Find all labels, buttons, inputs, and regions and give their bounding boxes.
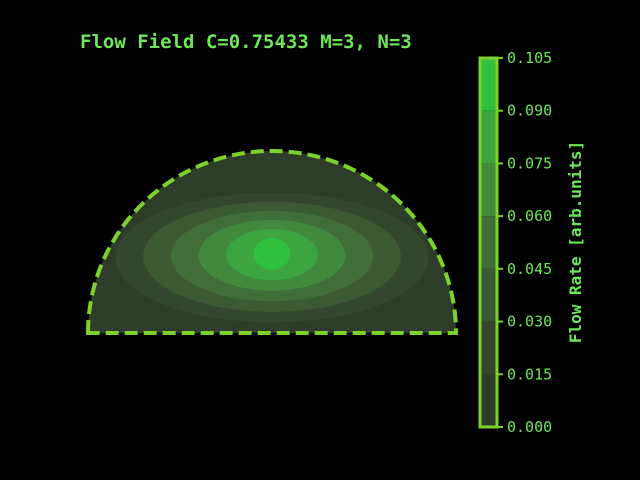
chart-title: Flow Field C=0.75433 M=3, N=3 — [80, 31, 412, 53]
colorbar-tick-label: 0.015 — [507, 365, 552, 383]
domain-boundary — [85, 149, 459, 335]
flow-field-contours — [88, 151, 456, 333]
colorbar — [478, 56, 499, 429]
colorbar-tick-label: 0.030 — [507, 313, 552, 331]
colorbar-segment — [480, 321, 497, 375]
colorbar-ticks: 0.000 0.015 0.030 0.045 0.060 0.075 0.090 0.105 — [497, 49, 552, 436]
colorbar-segment — [480, 268, 497, 322]
colorbar-tick-label: 0.045 — [507, 260, 552, 278]
colorbar-label: Flow Rate [arb.units] — [566, 141, 585, 343]
colorbar-frame — [478, 56, 499, 429]
colorbar-tick-label: 0.060 — [507, 207, 552, 225]
colorbar-tick-label: 0.105 — [507, 49, 552, 67]
colorbar-segment — [480, 163, 497, 217]
colorbar-segment — [480, 110, 497, 164]
colorbar-tick-label: 0.090 — [507, 102, 552, 120]
colorbar-segment — [480, 58, 497, 111]
colorbar-segment — [480, 216, 497, 269]
colorbar-segment — [480, 374, 497, 427]
colorbar-tick-label: 0.075 — [507, 154, 552, 172]
colorbar-tick-label: 0.000 — [507, 418, 552, 436]
contour-band — [253, 237, 291, 270]
